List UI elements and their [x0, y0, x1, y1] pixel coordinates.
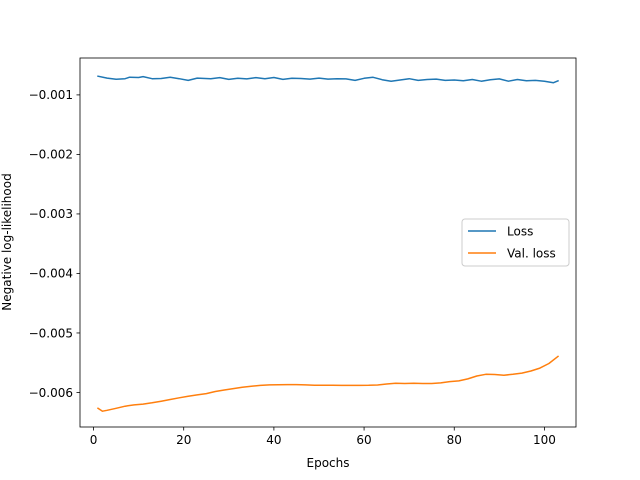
plot-frame	[79, 57, 577, 428]
x-tick-label: 20	[176, 433, 191, 447]
y-tick-label: −0.003	[29, 207, 73, 221]
series-line-val-loss	[96, 355, 560, 412]
y-tick-label: −0.006	[29, 386, 73, 400]
y-tick-label: −0.005	[29, 326, 73, 340]
legend: Loss Val. loss	[461, 218, 570, 267]
legend-label-loss: Loss	[507, 225, 533, 239]
legend-label-val-loss: Val. loss	[507, 247, 556, 261]
axes-layer: 0 20 40 60 80 100 −0.001 −0.002 −0.003 −0.004 −0.0…	[29, 57, 577, 447]
y-tick-label: −0.004	[29, 267, 73, 281]
series-line-loss	[97, 75, 559, 84]
x-tick-label: 80	[447, 433, 462, 447]
y-tick-label: −0.001	[29, 88, 73, 102]
x-tick-label: 0	[90, 433, 98, 447]
x-tick-label: 60	[356, 433, 371, 447]
x-axis-label: Epochs	[307, 456, 350, 470]
y-axis-label: Negative log-likelihood	[0, 173, 14, 310]
x-tick-label: 40	[266, 433, 281, 447]
x-tick-label: 100	[533, 433, 556, 447]
y-tick-label: −0.002	[29, 148, 73, 162]
series-layer	[96, 75, 560, 412]
